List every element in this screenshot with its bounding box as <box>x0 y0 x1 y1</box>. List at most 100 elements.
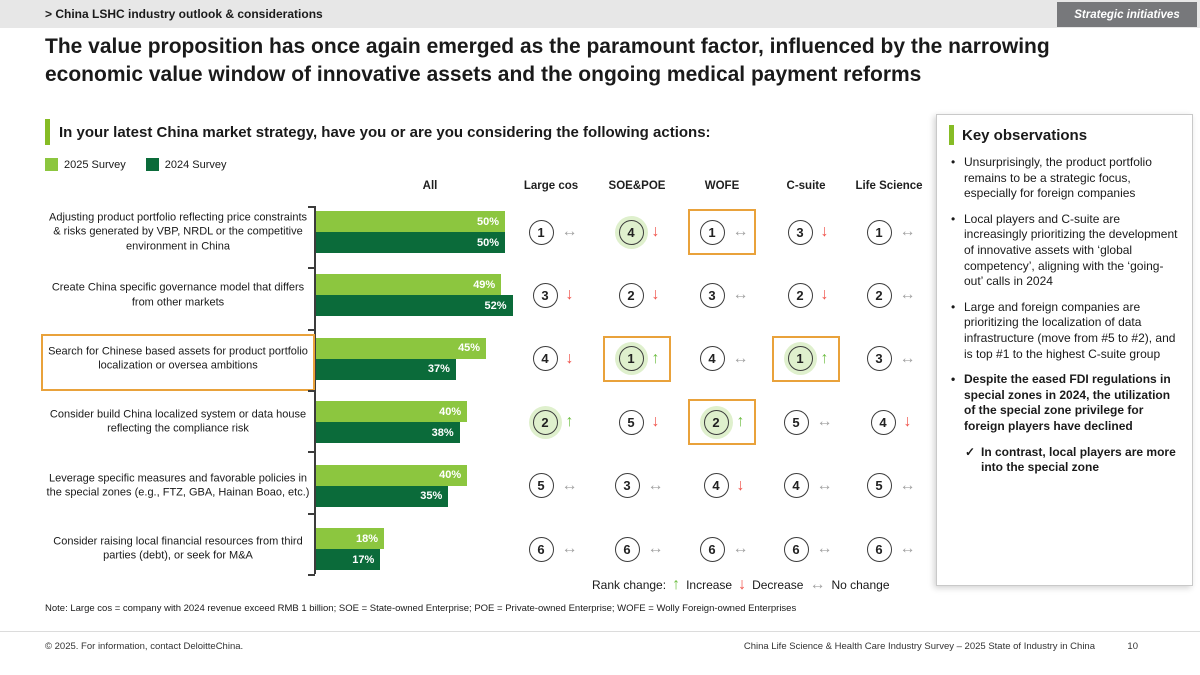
rank-number: 6 <box>528 536 554 562</box>
bar-value-label: 49% <box>473 278 496 291</box>
bar-value-label: 50% <box>476 215 499 228</box>
rank-cell: 6 ↔ <box>855 526 923 572</box>
bar-value-label: 45% <box>458 342 481 355</box>
rank-cell: 2 ↑ <box>688 399 756 446</box>
rank-highlight: 6 <box>863 533 896 566</box>
rank-highlight: 3 <box>529 279 562 312</box>
rank-cell: 6 ↔ <box>517 526 585 572</box>
same-arrow-icon: ↔ <box>647 540 664 557</box>
rank-cell: 1 ↑ <box>772 335 840 382</box>
column-header: Large cos <box>523 180 579 192</box>
rank-highlight: 3 <box>863 342 896 375</box>
rank-highlight: 4 <box>696 342 729 375</box>
down-arrow-icon: ↓ <box>903 413 912 431</box>
rank-change-legend: Rank change: ↑ Increase ↓ Decrease ↔ No … <box>592 577 890 593</box>
bar-2024-survey: 37% <box>316 358 456 380</box>
rank-highlight: 3 <box>611 469 644 502</box>
down-arrow-icon: ↓ <box>820 286 829 304</box>
legend-swatch-icon <box>45 158 58 171</box>
up-arrow-icon: ↑ <box>651 349 660 367</box>
bar-value-label: 35% <box>420 490 443 503</box>
rank-cell: 5 ↔ <box>772 399 840 445</box>
rank-number: 4 <box>699 346 725 372</box>
green-accent-bar <box>949 125 954 145</box>
rank-highlight: 1 <box>696 216 729 249</box>
axis-tick-icon <box>308 389 315 392</box>
tab-strategic-initiatives[interactable]: Strategic initiatives <box>1057 2 1197 27</box>
same-arrow-icon: ↔ <box>561 223 578 240</box>
rank-highlight: 1 <box>863 216 896 249</box>
legend-swatch-icon <box>145 158 159 171</box>
rank-number: 6 <box>614 536 640 562</box>
category-label: Create China specific governance model t… <box>51 282 305 309</box>
rank-cell: 3 ↔ <box>603 463 671 509</box>
page-title: The value proposition has once again eme… <box>45 35 1050 86</box>
bar-value-label: 40% <box>439 469 462 482</box>
rank-number: 1 <box>787 346 813 372</box>
bar-value-label: 17% <box>352 553 375 566</box>
same-arrow-icon: ↔ <box>732 223 749 240</box>
rank-number: 2 <box>618 282 644 308</box>
rank-cell: 3 ↔ <box>688 272 756 318</box>
legend-item: 2025 Survey <box>45 158 126 171</box>
chart-row: Leverage specific measures and favorable… <box>45 463 1155 509</box>
bar-value-label: 18% <box>356 532 379 545</box>
same-arrow-icon: ↔ <box>899 540 916 557</box>
down-arrow-icon: ↓ <box>738 576 747 593</box>
rank-highlight: 1 <box>525 216 558 249</box>
footnote: Note: Large cos = company with 2024 reve… <box>45 603 797 614</box>
rank-highlight: 2 <box>615 279 648 312</box>
down-arrow-icon: ↓ <box>565 349 574 367</box>
rank-cell: 5 ↔ <box>855 463 923 509</box>
same-arrow-icon: ↔ <box>732 286 749 304</box>
observation-item: Large and foreign companies are prioriti… <box>949 300 1180 362</box>
category-label: Leverage specific measures and favorable… <box>46 472 310 499</box>
rank-highlight: 2 <box>784 279 817 312</box>
same-arrow-icon: ↔ <box>561 540 578 557</box>
highlighted-category-box <box>41 334 315 391</box>
column-header: SOE&POE <box>608 180 666 192</box>
axis-tick-icon <box>308 451 315 454</box>
rank-cell: 4 ↓ <box>603 209 671 255</box>
rank-highlight: 3 <box>784 216 817 249</box>
no-change-label: No change <box>831 578 890 592</box>
rank-number: 1 <box>528 219 554 245</box>
rank-cell: 3 ↔ <box>855 336 923 382</box>
rank-number: 4 <box>783 473 809 499</box>
rank-number: 5 <box>783 409 809 435</box>
question-row: In your latest China market strategy, ha… <box>45 119 711 145</box>
rank-highlight: 5 <box>525 469 558 502</box>
rank-cell: 4 ↓ <box>517 336 585 382</box>
bar-value-label: 40% <box>439 405 462 418</box>
rank-highlight: 4 <box>529 342 562 375</box>
bar-2025-survey: 18% <box>316 528 385 549</box>
column-header: All <box>422 180 438 192</box>
rank-cell: 6 ↔ <box>772 526 840 572</box>
same-arrow-icon: ↔ <box>561 476 578 494</box>
rank-cell: 1 ↑ <box>603 335 671 382</box>
down-arrow-icon: ↓ <box>651 223 660 240</box>
down-arrow-icon: ↓ <box>565 286 574 304</box>
footer-page-number: 10 <box>1127 641 1138 652</box>
rank-number: 3 <box>866 346 892 372</box>
rank-number: 6 <box>866 536 892 562</box>
rank-number: 4 <box>532 346 558 372</box>
category-label: Search for Chinese based assets for prod… <box>48 345 308 372</box>
key-observations-title: Key observations <box>962 126 1088 144</box>
rank-number: 3 <box>532 282 558 308</box>
breadcrumb: > China LSHC industry outlook & consider… <box>45 7 323 21</box>
rank-cell: 3 ↓ <box>772 209 840 255</box>
down-arrow-icon: ↓ <box>820 223 829 240</box>
bar-2024-survey: 52% <box>316 295 513 317</box>
rank-highlight: 1 <box>614 342 648 376</box>
rank-cell: 1 ↔ <box>855 209 923 255</box>
rank-number: 2 <box>787 282 813 308</box>
same-arrow-icon: ↔ <box>816 540 833 557</box>
rank-cell: 3 ↓ <box>517 272 585 318</box>
rank-highlight: 4 <box>780 469 813 502</box>
rank-number: 3 <box>614 473 640 499</box>
bar-2025-survey: 40% <box>316 464 468 486</box>
green-accent-bar <box>45 119 50 145</box>
observation-sub-item: In contrast, local players are more into… <box>949 445 1180 476</box>
